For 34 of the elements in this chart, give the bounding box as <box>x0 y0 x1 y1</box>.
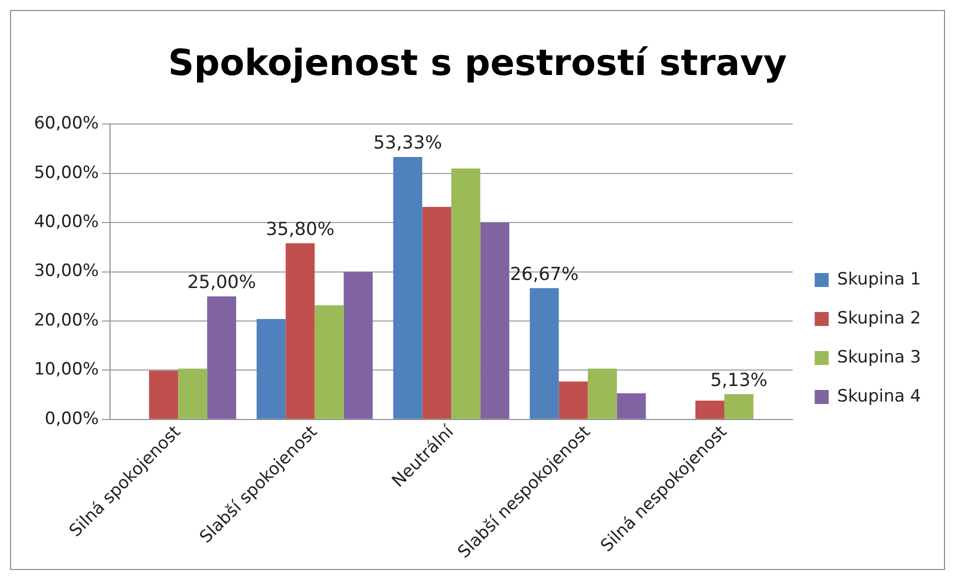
data-label: 53,33% <box>373 132 442 154</box>
legend-label: Skupina 3 <box>837 347 922 368</box>
y-tick-label: 30,00% <box>34 261 99 282</box>
bar <box>178 368 208 419</box>
bar <box>314 305 344 419</box>
bar <box>286 243 315 419</box>
bar <box>422 206 452 419</box>
bar <box>695 400 724 419</box>
bar <box>724 394 754 419</box>
y-tick-label: 20,00% <box>34 310 99 330</box>
legend-label: Skupina 1 <box>837 269 922 290</box>
bar <box>530 288 559 419</box>
chart-title: Spokojenost s pestrostí stravy <box>167 43 788 84</box>
bar <box>558 381 588 419</box>
bar <box>207 296 236 419</box>
bar <box>588 368 617 419</box>
y-tick-label: 0,00% <box>44 408 99 429</box>
bar <box>480 222 510 419</box>
y-tick-label: 60,00% <box>34 114 99 134</box>
data-label: 35,80% <box>266 218 334 240</box>
bar <box>616 393 646 419</box>
data-label: 26,67% <box>510 264 579 285</box>
y-tick-label: 50,00% <box>34 162 99 183</box>
data-label: 5,13% <box>710 370 768 391</box>
bar <box>393 157 422 419</box>
legend-label: Skupina 4 <box>837 386 922 406</box>
y-tick-label: 10,00% <box>34 360 99 380</box>
legend-label: Skupina 2 <box>837 308 922 328</box>
bar <box>344 272 373 419</box>
bar <box>256 319 286 419</box>
bar <box>451 168 480 419</box>
y-tick-label: 40,00% <box>34 212 99 232</box>
data-label: 25,00% <box>187 272 256 294</box>
bar <box>149 370 178 419</box>
